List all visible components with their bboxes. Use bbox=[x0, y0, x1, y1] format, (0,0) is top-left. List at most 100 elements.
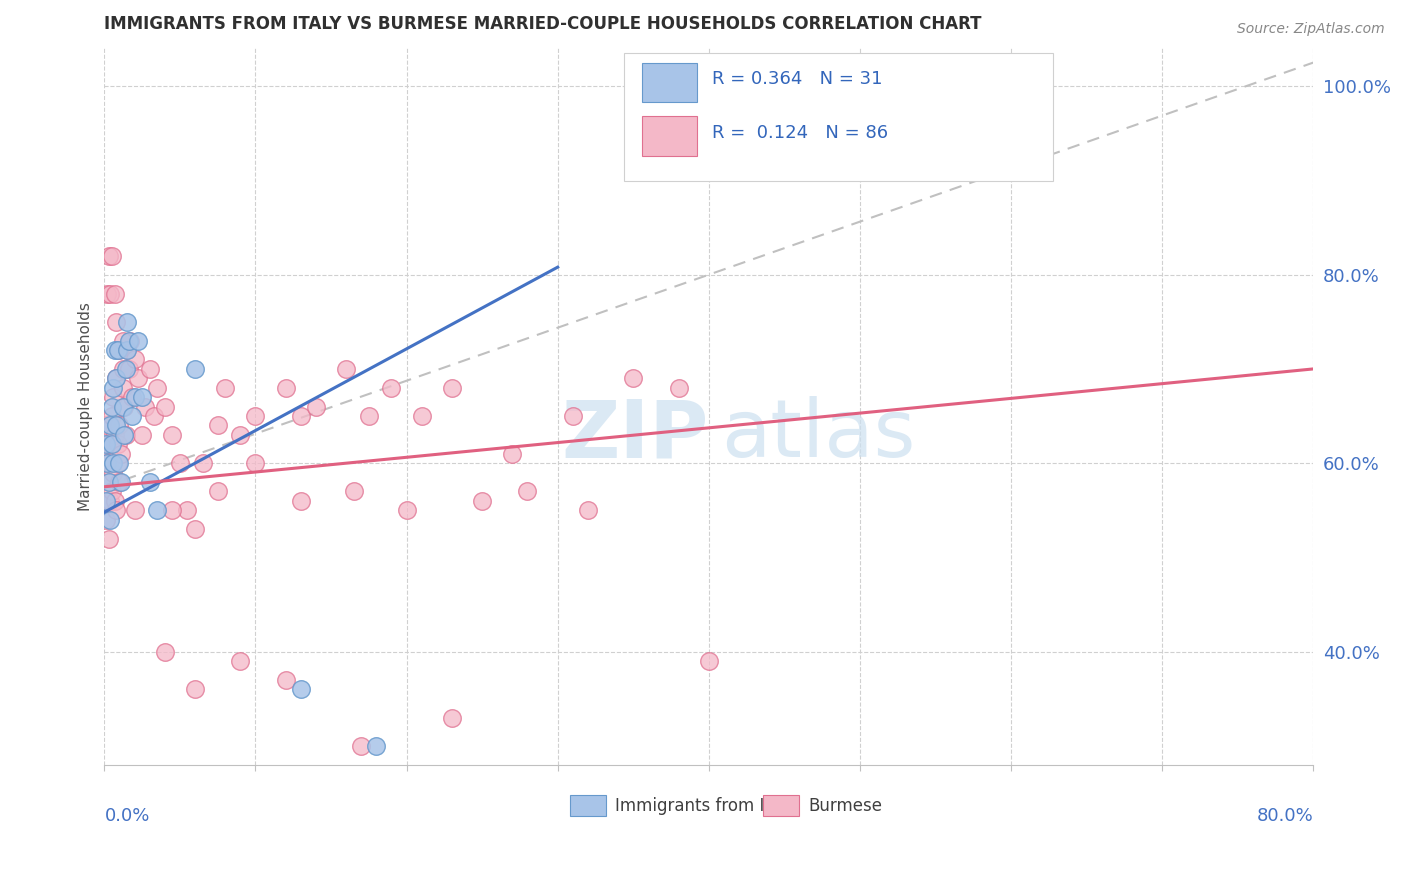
Point bbox=[131, 390, 153, 404]
Point bbox=[96, 494, 118, 508]
Point bbox=[101, 249, 124, 263]
Point bbox=[101, 400, 124, 414]
Point bbox=[176, 503, 198, 517]
Point bbox=[668, 381, 690, 395]
Point bbox=[335, 362, 357, 376]
Point bbox=[143, 409, 166, 423]
Text: IMMIGRANTS FROM ITALY VS BURMESE MARRIED-COUPLE HOUSEHOLDS CORRELATION CHART: IMMIGRANTS FROM ITALY VS BURMESE MARRIED… bbox=[104, 15, 981, 33]
Point bbox=[103, 381, 125, 395]
Point bbox=[100, 286, 122, 301]
Point bbox=[576, 503, 599, 517]
Point bbox=[111, 381, 134, 395]
Point bbox=[471, 494, 494, 508]
Point bbox=[124, 390, 146, 404]
Point bbox=[117, 362, 139, 376]
Point bbox=[357, 409, 380, 423]
Point bbox=[561, 409, 583, 423]
Point bbox=[229, 654, 252, 668]
Point bbox=[104, 286, 127, 301]
Point bbox=[501, 447, 523, 461]
Point bbox=[127, 371, 149, 385]
Point bbox=[146, 381, 169, 395]
Point bbox=[395, 503, 418, 517]
Point bbox=[100, 418, 122, 433]
Point bbox=[380, 381, 402, 395]
Point bbox=[245, 456, 267, 470]
Point bbox=[207, 418, 229, 433]
Point bbox=[162, 503, 184, 517]
Point bbox=[96, 456, 118, 470]
Point bbox=[274, 673, 297, 687]
Point bbox=[184, 522, 207, 536]
Point bbox=[169, 456, 191, 470]
Point bbox=[105, 371, 128, 385]
Point bbox=[124, 503, 146, 517]
Point bbox=[107, 343, 129, 357]
Point bbox=[108, 343, 131, 357]
Point bbox=[290, 494, 312, 508]
Point bbox=[100, 494, 122, 508]
Point bbox=[124, 352, 146, 367]
Point bbox=[121, 409, 143, 423]
Point bbox=[214, 381, 236, 395]
Point bbox=[290, 682, 312, 697]
Point bbox=[94, 418, 117, 433]
Point bbox=[111, 362, 134, 376]
Point bbox=[105, 418, 128, 433]
Point bbox=[245, 409, 267, 423]
Point bbox=[290, 409, 312, 423]
Point bbox=[112, 428, 135, 442]
Text: 0.0%: 0.0% bbox=[104, 807, 150, 825]
Point bbox=[153, 400, 176, 414]
Point bbox=[366, 739, 388, 753]
Point bbox=[103, 390, 125, 404]
Point bbox=[97, 532, 120, 546]
Point bbox=[108, 456, 131, 470]
Point bbox=[114, 428, 136, 442]
Text: R =  0.124   N = 86: R = 0.124 N = 86 bbox=[713, 124, 889, 142]
Point bbox=[96, 437, 118, 451]
Point bbox=[818, 786, 841, 800]
Point bbox=[94, 456, 117, 470]
Point bbox=[107, 456, 129, 470]
Text: atlas: atlas bbox=[721, 396, 915, 475]
Point bbox=[621, 371, 644, 385]
Bar bbox=[569, 795, 606, 816]
Point bbox=[120, 334, 142, 348]
Text: Immigrants from Italy: Immigrants from Italy bbox=[614, 797, 794, 814]
Y-axis label: Married-couple Households: Married-couple Households bbox=[79, 302, 93, 511]
Point bbox=[108, 418, 131, 433]
Point bbox=[138, 362, 160, 376]
Point bbox=[110, 475, 132, 489]
Point bbox=[114, 362, 136, 376]
Point bbox=[101, 484, 124, 499]
Point bbox=[97, 249, 120, 263]
Point bbox=[134, 400, 156, 414]
Point bbox=[121, 390, 143, 404]
FancyBboxPatch shape bbox=[624, 54, 1053, 181]
Point bbox=[104, 428, 127, 442]
Point bbox=[100, 437, 122, 451]
Point bbox=[350, 739, 373, 753]
Point bbox=[101, 437, 124, 451]
Point bbox=[343, 484, 366, 499]
Point bbox=[411, 409, 433, 423]
Point bbox=[115, 315, 138, 329]
Bar bbox=[643, 62, 697, 103]
Point bbox=[153, 645, 176, 659]
Text: R = 0.364   N = 31: R = 0.364 N = 31 bbox=[713, 70, 883, 88]
Point bbox=[138, 475, 160, 489]
Bar bbox=[643, 117, 697, 156]
Point bbox=[105, 371, 128, 385]
Point bbox=[146, 503, 169, 517]
Point bbox=[108, 475, 131, 489]
Point bbox=[104, 343, 127, 357]
Point bbox=[94, 437, 117, 451]
Point bbox=[440, 381, 463, 395]
Point bbox=[94, 513, 117, 527]
Point bbox=[115, 343, 138, 357]
Point bbox=[184, 362, 207, 376]
Point bbox=[97, 475, 120, 489]
Point bbox=[516, 484, 538, 499]
Point bbox=[274, 381, 297, 395]
